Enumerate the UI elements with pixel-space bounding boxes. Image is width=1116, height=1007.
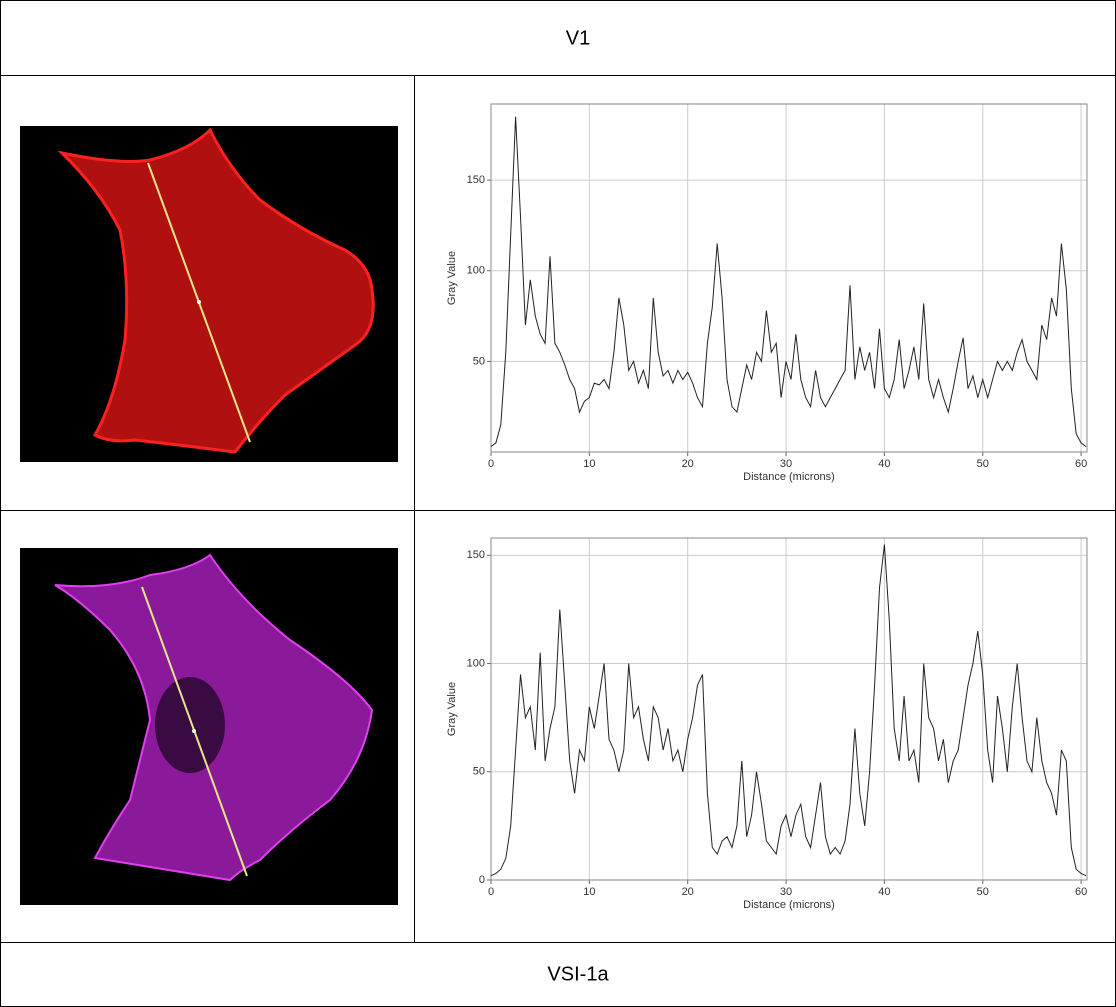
x-tick-label: 40 bbox=[878, 886, 890, 898]
y-tick-label: 100 bbox=[467, 265, 485, 277]
y-tick-label: 0 bbox=[479, 874, 485, 886]
x-tick-label: 60 bbox=[1075, 886, 1087, 898]
y-axis-label: Gray Value bbox=[446, 251, 458, 305]
y-tick-label: 50 bbox=[473, 766, 485, 778]
plot-frame bbox=[490, 103, 1088, 453]
x-tick-label: 0 bbox=[488, 458, 494, 470]
line-chart: 0 10 20 30 40 50 60 50 100 150 Distance (microns) G… bbox=[446, 103, 1088, 483]
x-tick-label: 30 bbox=[780, 458, 792, 470]
x-tick-label: 50 bbox=[977, 458, 989, 470]
cell-image-magenta bbox=[20, 548, 398, 905]
x-tick-label: 10 bbox=[583, 886, 595, 898]
x-tick-label: 30 bbox=[780, 886, 792, 898]
x-tick-label: 60 bbox=[1075, 458, 1087, 470]
footer-cell: VSI-1a bbox=[547, 963, 609, 985]
y-tick-label: 50 bbox=[473, 355, 485, 367]
profile-midpoint bbox=[192, 729, 196, 733]
y-tick-label: 100 bbox=[467, 657, 485, 669]
cell-shape bbox=[57, 127, 375, 454]
cell-image-red bbox=[20, 126, 398, 462]
nucleus bbox=[155, 677, 225, 773]
x-axis-label: Distance (microns) bbox=[743, 899, 835, 911]
profile-line bbox=[490, 544, 1087, 877]
plot-frame bbox=[490, 537, 1088, 881]
line-chart: 0 10 20 30 40 50 60 0 50 100 150 Distance (microns)… bbox=[446, 537, 1088, 911]
x-tick-label: 20 bbox=[682, 886, 694, 898]
y-tick-label: 150 bbox=[467, 549, 485, 561]
header-cell: V1 bbox=[566, 27, 590, 49]
x-tick-label: 10 bbox=[583, 458, 595, 470]
y-axis-label: Gray Value bbox=[446, 682, 458, 736]
x-tick-label: 20 bbox=[682, 458, 694, 470]
x-tick-label: 50 bbox=[977, 886, 989, 898]
x-axis-label: Distance (microns) bbox=[743, 471, 835, 483]
y-tick-label: 150 bbox=[467, 174, 485, 186]
profile-line bbox=[490, 116, 1087, 447]
x-tick-label: 40 bbox=[878, 458, 890, 470]
x-tick-label: 0 bbox=[488, 886, 494, 898]
profile-midpoint bbox=[197, 300, 201, 304]
